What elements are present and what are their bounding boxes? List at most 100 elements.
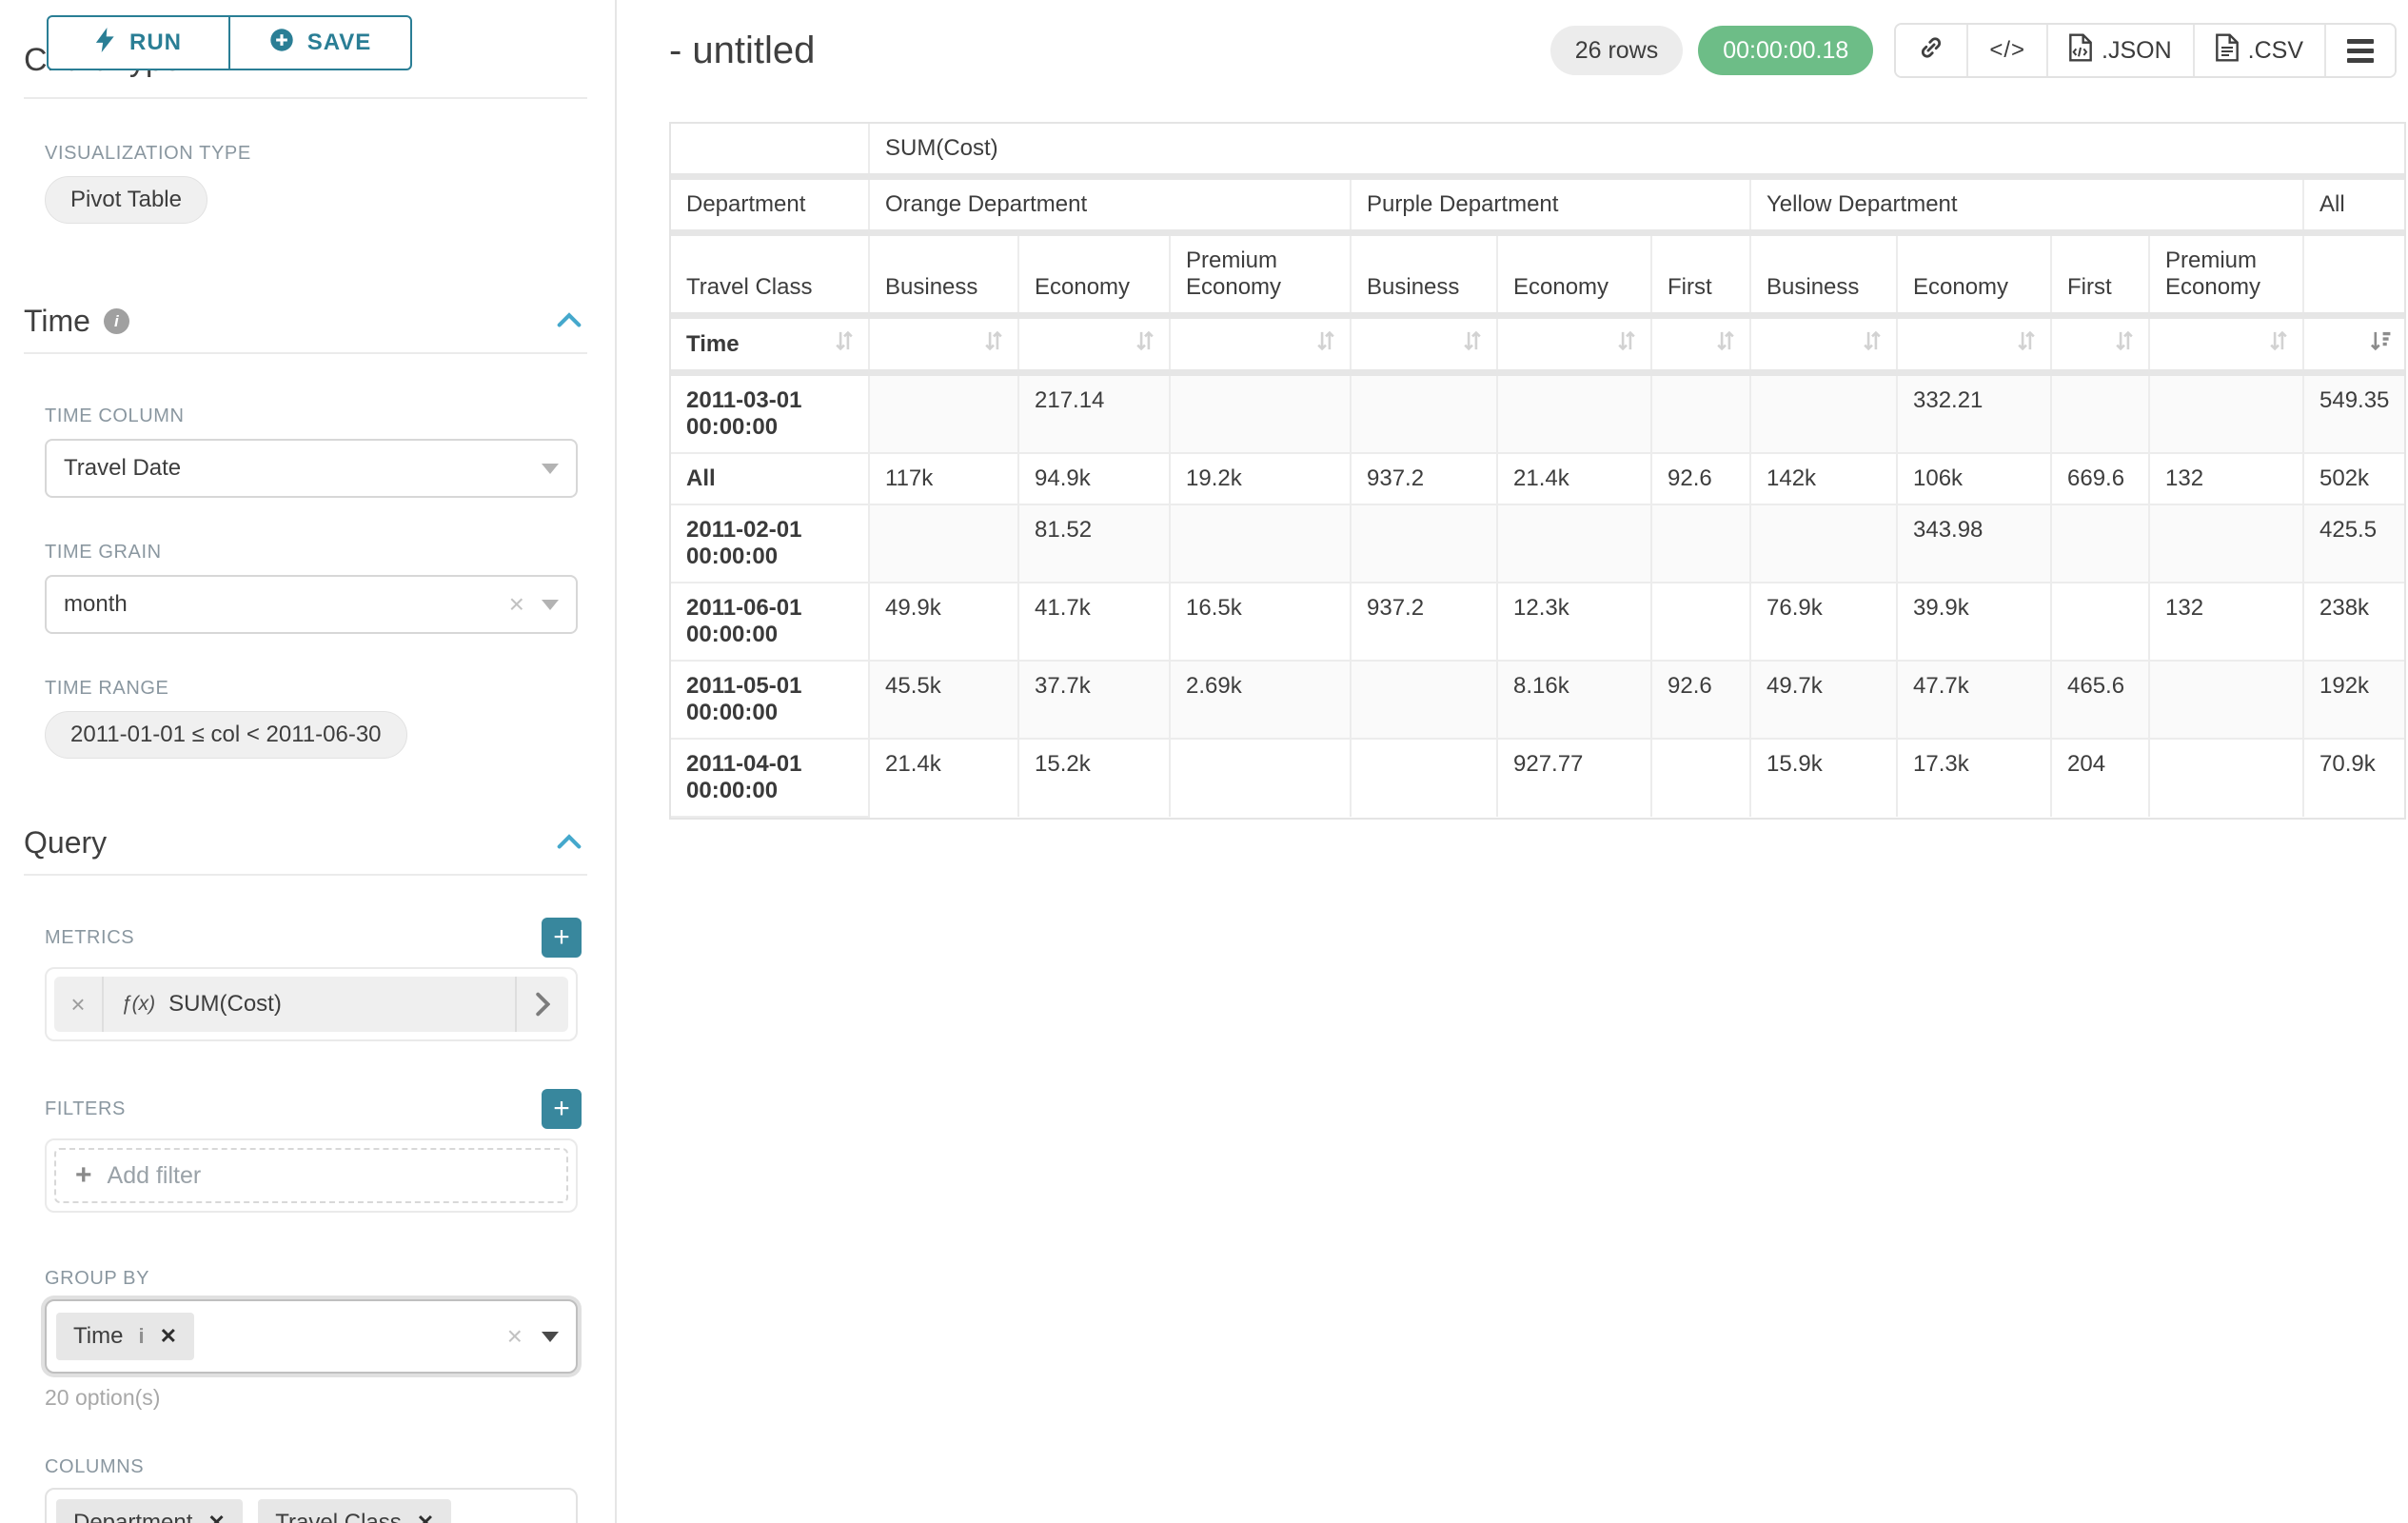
chart-area: - untitled 26 rows 00:00:00.18 </>	[617, 0, 2408, 1523]
sort-header-cell[interactable]	[1651, 315, 1751, 376]
viz-type-chip[interactable]: Pivot Table	[45, 176, 207, 224]
filters-label: FILTERS	[45, 1098, 126, 1119]
remove-chip-icon[interactable]: ✕	[416, 1511, 435, 1523]
link-icon	[1917, 33, 1945, 69]
menu-button[interactable]	[2324, 25, 2395, 76]
subcolumn-header[interactable]: Economy	[1018, 232, 1171, 319]
value-cell: 47.7k	[1897, 661, 2052, 740]
add-metric-button[interactable]: +	[542, 918, 582, 958]
sort-header-cell[interactable]	[1750, 315, 1898, 376]
sort-header-cell[interactable]	[1897, 315, 2052, 376]
sort-updown-icon[interactable]	[1614, 328, 1639, 360]
value-cell: 465.6	[2051, 661, 2150, 740]
columns-chip: Department ✕	[56, 1499, 243, 1523]
sort-descending-icon[interactable]	[2368, 328, 2393, 360]
export-csv-button[interactable]: .CSV	[2192, 25, 2324, 76]
column-group-header[interactable]: All	[2303, 176, 2405, 236]
group-by-options-hint: 20 option(s)	[45, 1385, 161, 1410]
columns-select[interactable]: Department ✕ Travel Class ✕ ×	[45, 1488, 578, 1523]
sort-updown-icon[interactable]	[1460, 328, 1485, 360]
sort-header-cell[interactable]	[1018, 315, 1171, 376]
columns-chip: Travel Class ✕	[258, 1499, 452, 1523]
share-link-button[interactable]	[1896, 25, 1967, 76]
time-column-label: TIME COLUMN	[45, 405, 185, 426]
sort-header-cell[interactable]: Time	[671, 315, 870, 376]
column-group-header[interactable]: Yellow Department	[1750, 176, 2304, 236]
sort-updown-icon[interactable]	[1133, 328, 1157, 360]
control-panel: Chart Type RUN SAVE VISUALIZATION TYPE P…	[0, 0, 617, 1523]
value-cell: 15.9k	[1750, 739, 1898, 817]
subcolumn-header[interactable]: Premium Economy	[2149, 232, 2304, 319]
sort-header-cell[interactable]	[2051, 315, 2150, 376]
divider	[24, 352, 587, 354]
value-cell	[1351, 739, 1498, 817]
sort-updown-icon[interactable]	[1713, 328, 1738, 360]
sort-updown-icon[interactable]	[1313, 328, 1338, 360]
value-cell	[1651, 504, 1751, 583]
subcolumn-header[interactable]: Premium Economy	[1170, 232, 1352, 319]
subcolumn-header[interactable]: Business	[1750, 232, 1898, 319]
subcolumn-header[interactable]: Business	[869, 232, 1019, 319]
value-cell	[1750, 504, 1898, 583]
subcolumn-header[interactable]: First	[1651, 232, 1751, 319]
remove-chip-icon[interactable]: ✕	[159, 1324, 178, 1348]
run-button[interactable]: RUN	[47, 15, 229, 70]
file-csv-icon	[2215, 32, 2239, 69]
column-group-header[interactable]: Purple Department	[1351, 176, 1751, 236]
remove-metric-icon[interactable]: ×	[54, 977, 104, 1032]
sort-updown-icon[interactable]	[981, 328, 1006, 360]
value-cell	[2051, 504, 2150, 583]
group-by-select[interactable]: Time i ✕ ×	[45, 1299, 578, 1374]
row-header-cell: 2011-03-01 00:00:00	[671, 372, 870, 454]
export-json-button[interactable]: .JSON	[2046, 25, 2193, 76]
collapse-time-section-icon[interactable]	[557, 310, 582, 332]
sort-updown-icon[interactable]	[2112, 328, 2137, 360]
sort-updown-icon[interactable]	[832, 328, 857, 360]
sort-header-cell[interactable]	[2149, 315, 2304, 376]
time-section-header: Time i	[24, 304, 587, 339]
value-cell	[1351, 504, 1498, 583]
info-icon[interactable]: i	[103, 308, 129, 334]
table-row: 2011-03-01 00:00:00 217.14 332.21 549.35	[671, 372, 2405, 454]
time-range-chip[interactable]: 2011-01-01 ≤ col < 2011-06-30	[45, 711, 407, 759]
save-button[interactable]: SAVE	[229, 15, 412, 70]
clear-icon[interactable]: ×	[506, 1321, 523, 1351]
add-filter-button[interactable]: +	[542, 1089, 582, 1129]
subcolumn-header[interactable]: Business	[1351, 232, 1498, 319]
expand-metric-icon[interactable]	[515, 977, 568, 1032]
sort-updown-icon[interactable]	[1860, 328, 1885, 360]
filters-label-row: FILTERS +	[24, 1089, 587, 1129]
chevron-down-icon[interactable]	[542, 599, 559, 610]
chart-title[interactable]: - untitled	[669, 29, 816, 71]
sort-updown-icon[interactable]	[2014, 328, 2039, 360]
sort-header-cell[interactable]	[869, 315, 1019, 376]
function-icon: ƒ(x)	[121, 993, 156, 1015]
collapse-query-section-icon[interactable]	[557, 832, 582, 854]
sort-header-cell[interactable]	[1351, 315, 1498, 376]
info-icon[interactable]: i	[138, 1324, 145, 1348]
subcolumn-header[interactable]: Economy	[1897, 232, 2052, 319]
add-filter-dropzone[interactable]: + Add filter	[54, 1148, 568, 1203]
column-group-header[interactable]: Orange Department	[869, 176, 1352, 236]
plus-circle-icon	[269, 28, 294, 59]
chevron-down-icon[interactable]	[542, 463, 559, 474]
metrics-label: METRICS	[45, 926, 135, 948]
columns-label: COLUMNS	[45, 1456, 145, 1477]
sort-header-cell[interactable]	[1497, 315, 1652, 376]
remove-chip-icon[interactable]: ✕	[207, 1511, 226, 1523]
chevron-down-icon[interactable]	[542, 1331, 559, 1342]
value-cell	[1497, 372, 1652, 454]
metric-chip-body[interactable]: ƒ(x) SUM(Cost)	[104, 977, 515, 1032]
sort-updown-icon[interactable]	[2266, 328, 2291, 360]
clear-icon[interactable]: ×	[508, 589, 524, 619]
sort-header-cell[interactable]	[2303, 315, 2405, 376]
time-column-select[interactable]: Travel Date	[45, 439, 578, 498]
subcolumn-header[interactable]: Economy	[1497, 232, 1652, 319]
time-grain-select[interactable]: month ×	[45, 575, 578, 634]
subcolumn-header[interactable]: First	[2051, 232, 2150, 319]
sort-header-cell[interactable]	[1170, 315, 1352, 376]
subcolumn-header[interactable]	[2303, 232, 2405, 319]
time-grain-label: TIME GRAIN	[45, 542, 162, 563]
view-query-button[interactable]: </>	[1966, 25, 2047, 76]
value-cell: 238k	[2303, 583, 2405, 662]
